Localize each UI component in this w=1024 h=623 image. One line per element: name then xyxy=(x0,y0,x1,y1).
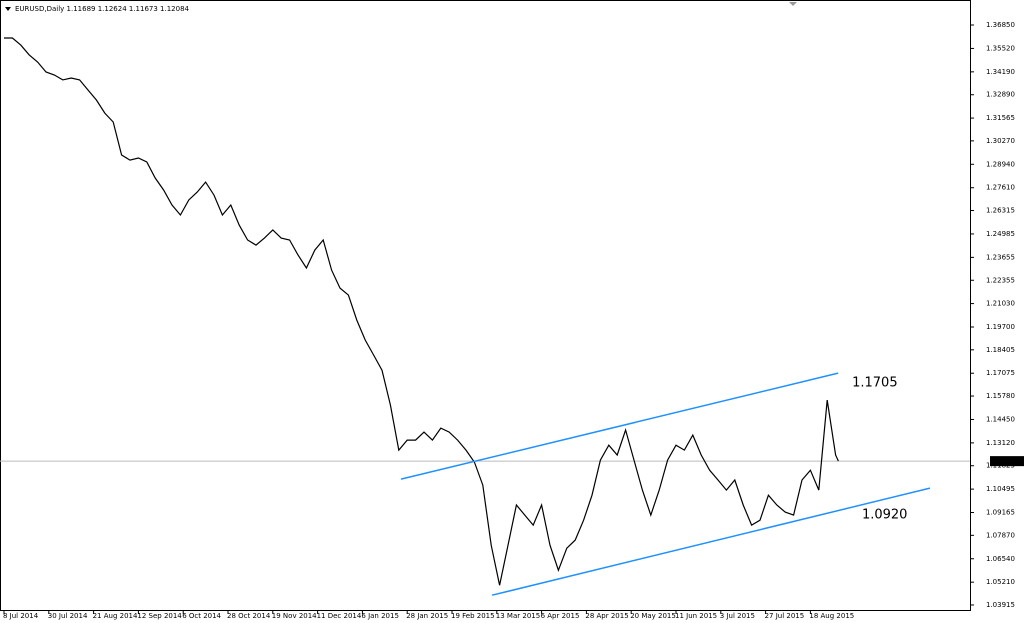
y-tick-label: 1.14450 xyxy=(986,415,1015,423)
x-tick-label: 3 Jul 2015 xyxy=(720,612,755,620)
x-tick-label: 11 Jun 2015 xyxy=(675,612,717,620)
trendline-label: 1.0920 xyxy=(862,508,908,523)
x-tick-label: 13 Mar 2015 xyxy=(496,612,540,620)
x-tick-label: 28 Apr 2015 xyxy=(585,612,628,620)
x-tick-label: 8 Jul 2014 xyxy=(3,612,39,620)
y-tick-label: 1.06540 xyxy=(986,555,1015,563)
x-tick-label: 30 Jul 2014 xyxy=(48,612,88,620)
y-tick-label: 1.32890 xyxy=(986,91,1015,99)
plot-frame xyxy=(0,0,971,611)
y-tick-label: 1.03915 xyxy=(986,601,1015,609)
y-tick-label: 1.34190 xyxy=(986,68,1015,76)
y-tick-label: 1.24985 xyxy=(986,230,1015,238)
shift-marker xyxy=(789,2,797,6)
trendline xyxy=(491,487,931,596)
y-tick-label: 1.09165 xyxy=(986,509,1015,517)
y-tick-label: 1.10495 xyxy=(986,485,1015,493)
y-tick-label: 1.30270 xyxy=(986,137,1015,145)
y-tick-label: 1.27610 xyxy=(986,184,1015,192)
x-tick-label: 12 Sep 2014 xyxy=(137,612,182,620)
y-tick-label: 1.23655 xyxy=(986,253,1015,261)
current-price-label: 1.12084 xyxy=(993,457,1022,465)
x-tick-label: 6 Oct 2014 xyxy=(182,612,221,620)
x-tick-label: 21 Aug 2014 xyxy=(93,612,138,620)
y-tick-label: 1.19700 xyxy=(986,323,1015,331)
y-tick-label: 1.05210 xyxy=(986,578,1015,586)
menu-arrow xyxy=(5,7,11,11)
x-tick-label: 6 Jan 2015 xyxy=(361,612,399,620)
y-tick-label: 1.28940 xyxy=(986,160,1015,168)
x-tick-label: 20 May 2015 xyxy=(630,612,676,620)
y-tick-label: 1.22355 xyxy=(986,276,1015,284)
y-tick-label: 1.35520 xyxy=(986,44,1015,52)
y-tick-label: 1.15780 xyxy=(986,392,1015,400)
y-tick-label: 1.07870 xyxy=(986,531,1015,539)
x-tick-label: 18 Aug 2015 xyxy=(809,612,854,620)
y-tick-label: 1.17075 xyxy=(986,369,1015,377)
y-tick-label: 1.31565 xyxy=(986,114,1015,122)
x-tick-label: 28 Jan 2015 xyxy=(406,612,448,620)
trendline-label: 1.1705 xyxy=(852,376,898,391)
x-tick-label: 19 Feb 2015 xyxy=(451,612,495,620)
trendline xyxy=(400,372,839,480)
price-line xyxy=(4,37,839,586)
x-tick-label: 6 Apr 2015 xyxy=(541,612,580,620)
y-tick-label: 1.21030 xyxy=(986,300,1015,308)
x-tick-label: 11 Dec 2014 xyxy=(317,612,362,620)
chart-title: EURUSD,Daily 1.11689 1.12624 1.11673 1.1… xyxy=(15,5,190,13)
x-tick-label: 19 Nov 2014 xyxy=(272,612,317,620)
current-price-box xyxy=(990,456,1024,467)
y-tick-label: 1.36850 xyxy=(986,21,1015,29)
x-tick-label: 28 Oct 2014 xyxy=(227,612,271,620)
y-tick-label: 1.26315 xyxy=(986,207,1015,215)
y-tick-label: 1.18405 xyxy=(986,346,1015,354)
y-tick-label: 1.13120 xyxy=(986,439,1015,447)
x-tick-label: 27 Jul 2015 xyxy=(765,612,805,620)
